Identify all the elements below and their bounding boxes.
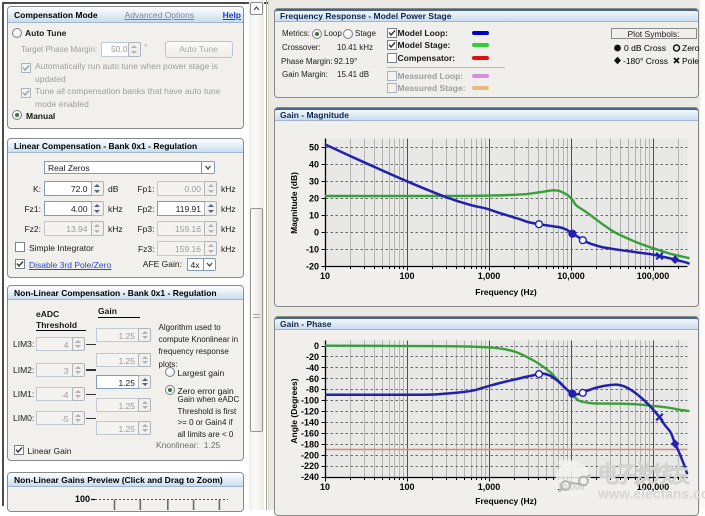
svg-text:100,000: 100,000	[637, 271, 670, 281]
svg-text:10: 10	[309, 211, 319, 221]
svg-text:-180: -180	[301, 439, 319, 449]
svg-text:-200: -200	[301, 450, 319, 460]
svg-text:50: 50	[309, 143, 319, 153]
svg-text:Frequency (Hz): Frequency (Hz)	[475, 496, 537, 506]
svg-text:1,000: 1,000	[478, 271, 501, 281]
svg-text:0: 0	[314, 228, 319, 238]
svg-text:-20: -20	[306, 352, 319, 362]
svg-text:20: 20	[309, 194, 319, 204]
svg-text:Magnitude (dB): Magnitude (dB)	[289, 172, 299, 234]
svg-text:-240: -240	[301, 472, 319, 482]
svg-text:0: 0	[314, 341, 319, 351]
svg-text:100: 100	[399, 482, 414, 492]
svg-text:100: 100	[399, 271, 414, 281]
svg-text:30: 30	[309, 177, 319, 187]
svg-text:-60: -60	[306, 374, 319, 384]
svg-text:-180° Cross: -180° Cross	[623, 56, 668, 66]
svg-text:-100: -100	[301, 396, 319, 406]
svg-text:1,000: 1,000	[478, 482, 501, 492]
svg-text:100,000: 100,000	[637, 482, 670, 492]
svg-text:-80: -80	[306, 385, 319, 395]
svg-text:100: 100	[75, 494, 90, 504]
svg-text:10: 10	[320, 482, 330, 492]
svg-text:10,000: 10,000	[557, 271, 585, 281]
svg-text:-10: -10	[306, 245, 319, 255]
svg-text:-40: -40	[306, 363, 319, 373]
svg-text:40: 40	[309, 160, 319, 170]
svg-text:www.elecfans.com: www.elecfans.com	[597, 487, 705, 502]
svg-text:Pole: Pole	[682, 56, 699, 66]
svg-text:Frequency (Hz): Frequency (Hz)	[475, 287, 537, 297]
svg-text:-140: -140	[301, 418, 319, 428]
svg-text:Angle (Degrees): Angle (Degrees)	[289, 378, 299, 443]
svg-text:-160: -160	[301, 428, 319, 438]
svg-text:10: 10	[320, 271, 330, 281]
svg-text:-120: -120	[301, 407, 319, 417]
svg-text:Zero: Zero	[682, 43, 700, 53]
svg-text:-220: -220	[301, 461, 319, 471]
svg-text:-20: -20	[306, 262, 319, 272]
svg-text:0 dB Cross: 0 dB Cross	[624, 43, 666, 53]
